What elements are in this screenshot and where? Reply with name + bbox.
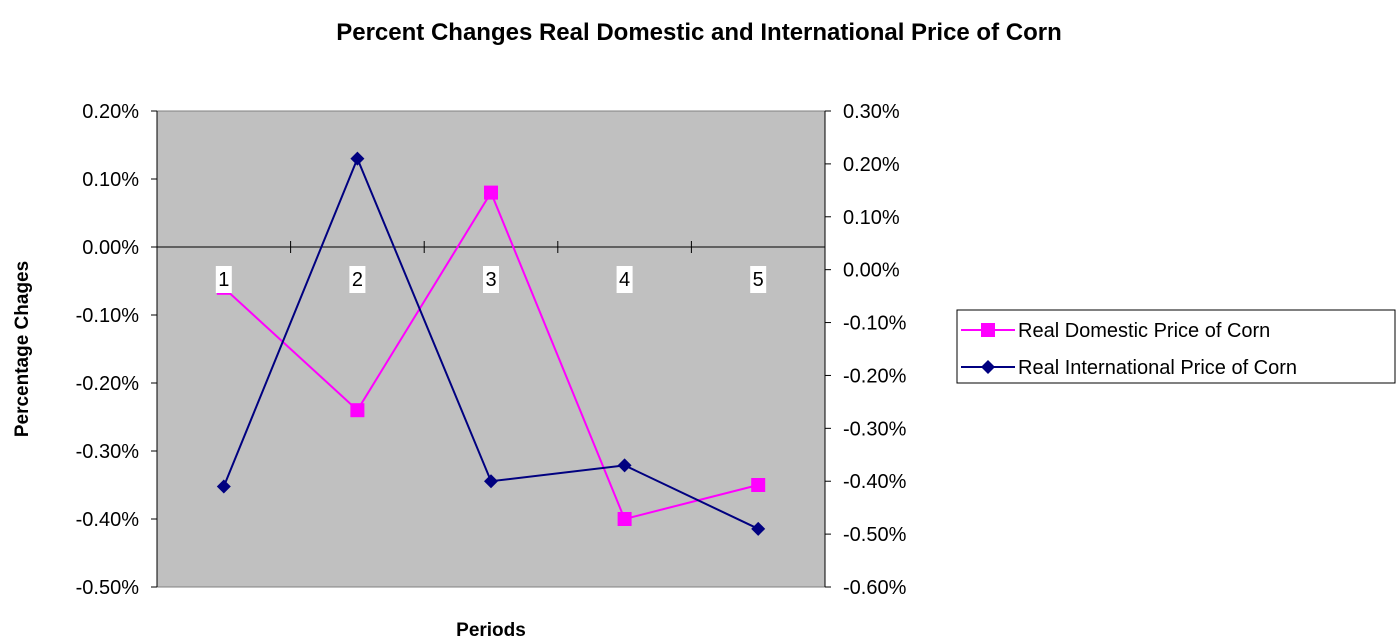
legend: Real Domestic Price of Corn Real Internat… (956, 309, 1396, 384)
data-point (484, 185, 498, 200)
x-tick-label: 4 (619, 269, 630, 291)
y-left-tick-label: -0.50% (76, 577, 140, 599)
y-right-tick-label: -0.60% (843, 577, 907, 599)
y-left-tick-label: -0.20% (76, 373, 140, 395)
y-right-tick-label: -0.20% (843, 365, 907, 387)
y-left-tick-label: 0.20% (82, 101, 139, 123)
y-right-tick-label: -0.10% (843, 313, 907, 335)
category-label-bg (349, 266, 366, 293)
data-point (216, 479, 231, 494)
category-label-bg (483, 266, 499, 293)
y-left-tick-label: -0.10% (76, 305, 140, 327)
y-left-tick-label: -0.40% (76, 509, 140, 531)
data-point (350, 151, 365, 166)
y-left-tick-label: 0.00% (82, 237, 139, 259)
data-point (617, 512, 632, 526)
y-right-tick-label: 0.10% (843, 207, 900, 229)
legend-box (956, 309, 1396, 384)
y-axis-title: Percentage Chages (12, 261, 33, 437)
legend-label: Real International Price of Corn (1018, 357, 1297, 379)
legend-marker (981, 323, 995, 337)
category-label-bg (616, 266, 633, 293)
y-right-tick-label: -0.30% (843, 418, 907, 440)
y-left-tick-label: -0.30% (76, 441, 140, 463)
y-right-tick-label: -0.50% (843, 524, 907, 546)
y-right-tick-label: 0.00% (843, 260, 900, 282)
chart-title: Percent Changes Real Domestic and Intern… (336, 19, 1062, 46)
y-left-tick-label: 0.10% (82, 169, 139, 191)
data-point (484, 474, 498, 489)
y-right-tick-label: 0.20% (843, 154, 900, 176)
x-tick-label: 5 (753, 269, 764, 291)
y-right-tick-label: 0.30% (843, 101, 900, 123)
data-point (350, 403, 365, 418)
plot-area (156, 110, 826, 588)
data-point (751, 521, 766, 536)
data-point (751, 478, 766, 492)
category-label-bg (750, 266, 767, 293)
data-point (617, 458, 632, 473)
legend-marker (981, 360, 995, 374)
x-axis-title: Periods (456, 620, 526, 641)
x-tick-label: 3 (485, 269, 496, 291)
category-label-bg (215, 266, 232, 293)
x-tick-label: 1 (218, 269, 229, 291)
legend-label: Real Domestic Price of Corn (1018, 320, 1270, 342)
y-right-tick-label: -0.40% (843, 471, 907, 493)
x-tick-label: 2 (352, 269, 363, 291)
axes: 0.20% 0.10% 0.00% -0.10% -0.20% -0.30% -0.40% -… (76, 101, 907, 599)
series-layer: 1 2 3 4 5 (215, 151, 767, 536)
